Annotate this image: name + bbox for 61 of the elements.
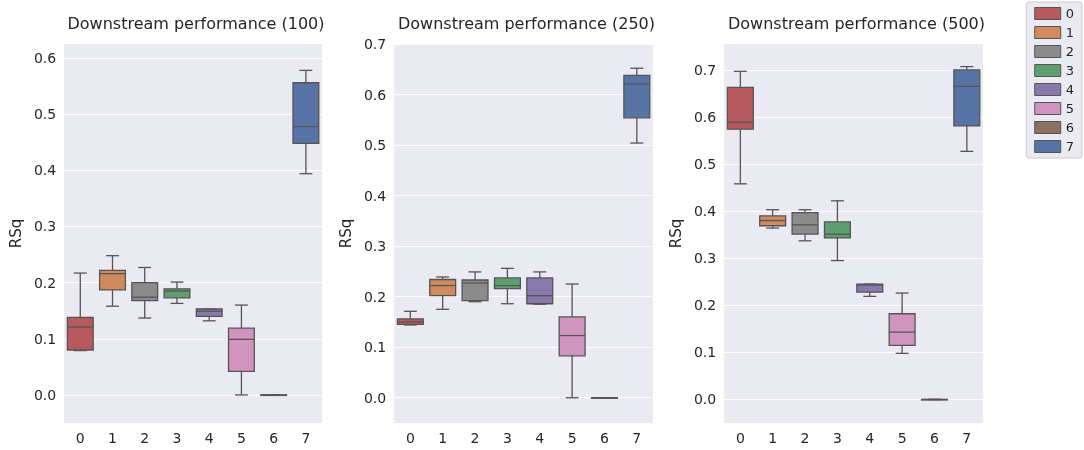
y-tick-label: 0.2 bbox=[363, 288, 387, 305]
y-tick-label: 0.3 bbox=[363, 238, 387, 255]
y-tick-label: 0.2 bbox=[33, 274, 57, 291]
legend-label: 7 bbox=[1065, 139, 1075, 154]
y-axis-title: RSq bbox=[336, 218, 355, 249]
x-tick-label: 3 bbox=[172, 430, 182, 446]
x-tick-label: 7 bbox=[632, 430, 642, 446]
x-tick-label: 4 bbox=[535, 430, 545, 446]
y-tick-label: 0.5 bbox=[33, 106, 57, 123]
y-tick-label: 0.0 bbox=[33, 386, 57, 403]
y-tick-label: 0.1 bbox=[693, 344, 717, 361]
legend-label: 0 bbox=[1065, 6, 1075, 21]
x-tick-label: 7 bbox=[301, 430, 311, 446]
y-tick-label: 0.7 bbox=[693, 61, 717, 78]
y-tick-label: 0.2 bbox=[693, 297, 717, 314]
y-tick-label: 0.4 bbox=[693, 203, 717, 220]
x-tick-label: 5 bbox=[236, 430, 246, 446]
y-tick-label: 0.4 bbox=[363, 187, 387, 204]
y-tick-label: 0.0 bbox=[363, 389, 387, 406]
x-tick-label: 0 bbox=[75, 430, 85, 446]
y-tick-label: 0.5 bbox=[693, 156, 717, 173]
y-axis-title: RSq bbox=[6, 218, 25, 249]
legend-label: 3 bbox=[1065, 63, 1075, 78]
x-tick-label: 5 bbox=[567, 430, 577, 446]
x-tick-label: 6 bbox=[269, 430, 279, 446]
x-tick-label: 1 bbox=[438, 430, 448, 446]
legend-label: 4 bbox=[1065, 82, 1075, 97]
x-tick-label: 1 bbox=[108, 430, 117, 446]
y-tick-label: 0.6 bbox=[363, 86, 387, 103]
x-tick-label: 4 bbox=[204, 430, 214, 446]
y-tick-label: 0.4 bbox=[33, 162, 57, 179]
y-tick-label: 0.5 bbox=[363, 137, 387, 154]
x-tick-label: 4 bbox=[865, 430, 875, 446]
chart-title: Downstream performance (100) bbox=[67, 13, 325, 33]
x-tick-label: 1 bbox=[768, 430, 778, 446]
legend-label: 5 bbox=[1065, 101, 1075, 116]
legend-label: 2 bbox=[1065, 44, 1075, 59]
y-tick-label: 0.0 bbox=[693, 391, 717, 408]
y-tick-label: 0.7 bbox=[363, 36, 387, 52]
x-tick-label: 2 bbox=[140, 430, 150, 446]
x-tick-label: 6 bbox=[930, 430, 940, 446]
x-tick-label: 3 bbox=[502, 430, 512, 446]
x-tick-label: 0 bbox=[735, 430, 745, 446]
x-tick-label: 5 bbox=[897, 430, 907, 446]
y-tick-label: 0.3 bbox=[33, 218, 57, 235]
chart-title: Downstream performance (500) bbox=[727, 13, 986, 33]
y-tick-label: 0.6 bbox=[33, 50, 57, 67]
x-tick-label: 3 bbox=[832, 430, 842, 446]
legend-label: 6 bbox=[1065, 120, 1075, 135]
y-axis-title: RSq bbox=[666, 218, 685, 249]
x-tick-label: 2 bbox=[470, 430, 480, 446]
x-tick-label: 6 bbox=[600, 430, 610, 446]
x-tick-label: 0 bbox=[405, 430, 415, 446]
y-tick-label: 0.1 bbox=[33, 330, 57, 347]
y-tick-label: 0.3 bbox=[693, 250, 717, 267]
y-tick-label: 0.1 bbox=[363, 339, 387, 356]
y-tick-label: 0.6 bbox=[693, 108, 717, 125]
x-tick-label: 2 bbox=[800, 430, 810, 446]
x-tick-label: 7 bbox=[962, 430, 972, 446]
legend-label: 1 bbox=[1065, 25, 1075, 40]
chart-title: Downstream performance (250) bbox=[397, 13, 656, 33]
